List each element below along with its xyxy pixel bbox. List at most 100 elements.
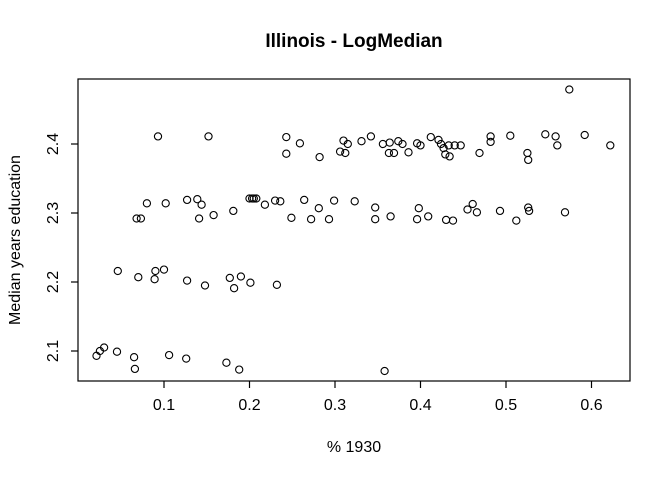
data-point bbox=[132, 214, 141, 223]
data-point bbox=[222, 358, 231, 367]
y-tick-label: 2.2 bbox=[45, 271, 62, 293]
plot-title: Illinois - LogMedian bbox=[265, 31, 442, 52]
data-point bbox=[151, 266, 160, 276]
data-point bbox=[434, 135, 443, 145]
data-point bbox=[229, 284, 239, 293]
data-point bbox=[512, 216, 521, 225]
data-point bbox=[182, 354, 191, 363]
data-point bbox=[272, 280, 282, 289]
data-point bbox=[371, 215, 380, 224]
data-point bbox=[441, 215, 451, 225]
data-point bbox=[194, 214, 204, 223]
data-point bbox=[161, 199, 170, 208]
data-point bbox=[306, 215, 316, 224]
data-point bbox=[371, 203, 380, 212]
data-point bbox=[136, 214, 146, 223]
data-point bbox=[252, 194, 261, 203]
y-tick-label: 2.3 bbox=[45, 202, 62, 224]
y-tick-label: 2.4 bbox=[45, 133, 62, 155]
data-point bbox=[486, 132, 495, 141]
data-point bbox=[260, 200, 270, 209]
x-tick-label: 0.2 bbox=[238, 397, 260, 414]
data-point bbox=[414, 204, 423, 213]
data-point bbox=[444, 141, 453, 150]
data-point bbox=[249, 194, 258, 203]
data-point bbox=[475, 148, 484, 158]
data-point bbox=[426, 132, 435, 142]
x-axis: 0.1 0.2 0.3 0.4 0.5 0.6 bbox=[153, 381, 603, 414]
data-point bbox=[424, 212, 433, 221]
data-point bbox=[282, 149, 291, 158]
data-point bbox=[439, 143, 448, 153]
data-point bbox=[541, 130, 550, 139]
data-point bbox=[193, 195, 202, 204]
y-axis: 2.1 2.2 2.3 2.4 bbox=[45, 133, 78, 362]
x-tick-label: 0.4 bbox=[409, 397, 431, 414]
data-point bbox=[385, 138, 394, 147]
data-point bbox=[324, 215, 334, 224]
data-point bbox=[246, 278, 255, 287]
data-point bbox=[580, 130, 589, 140]
data-point bbox=[182, 276, 192, 285]
data-point bbox=[398, 139, 407, 149]
data-point bbox=[394, 137, 403, 146]
data-point bbox=[295, 139, 305, 148]
data-point bbox=[343, 139, 352, 149]
data-point bbox=[404, 148, 413, 157]
data-point bbox=[113, 266, 122, 276]
data-point bbox=[441, 150, 450, 159]
data-point bbox=[341, 148, 350, 158]
data-point bbox=[524, 206, 534, 216]
data-point bbox=[412, 215, 422, 224]
data-point bbox=[112, 347, 122, 356]
data-point bbox=[386, 212, 395, 221]
y-tick-label: 2.1 bbox=[45, 340, 62, 362]
data-point bbox=[235, 365, 244, 374]
data-point bbox=[129, 353, 139, 362]
data-point bbox=[524, 203, 533, 212]
data-point bbox=[456, 141, 465, 150]
data-point bbox=[204, 132, 213, 141]
data-point bbox=[560, 208, 570, 217]
data-point bbox=[384, 148, 394, 158]
data-point bbox=[350, 197, 359, 206]
data-point bbox=[389, 148, 399, 158]
data-point bbox=[486, 137, 495, 147]
data-point bbox=[300, 195, 309, 205]
data-point bbox=[142, 199, 152, 208]
data-point bbox=[606, 141, 615, 150]
data-point bbox=[236, 272, 246, 281]
data-point bbox=[200, 281, 210, 290]
y-axis-label: Median years education bbox=[7, 155, 24, 325]
data-point bbox=[130, 364, 140, 374]
data-point bbox=[225, 273, 234, 283]
data-point bbox=[524, 155, 533, 165]
data-point bbox=[314, 204, 323, 213]
data-point bbox=[450, 141, 459, 150]
data-point bbox=[159, 265, 169, 274]
data-point bbox=[229, 206, 238, 216]
data-point bbox=[553, 141, 562, 150]
plot-box bbox=[77, 78, 631, 382]
data-point bbox=[380, 366, 389, 376]
data-point bbox=[366, 132, 376, 141]
data-point bbox=[357, 137, 366, 146]
data-point bbox=[551, 132, 560, 141]
data-points bbox=[92, 85, 615, 376]
data-point bbox=[315, 152, 324, 162]
data-point bbox=[378, 139, 388, 149]
data-point bbox=[329, 196, 339, 205]
data-point bbox=[287, 213, 296, 222]
data-point bbox=[472, 208, 482, 217]
data-point bbox=[495, 206, 505, 216]
data-point bbox=[565, 85, 574, 94]
data-point bbox=[99, 343, 109, 352]
x-tick-label: 0.3 bbox=[324, 397, 346, 414]
data-point bbox=[523, 148, 532, 158]
data-point bbox=[506, 131, 515, 140]
data-point bbox=[445, 152, 454, 161]
data-point bbox=[197, 200, 206, 209]
x-tick-label: 0.6 bbox=[580, 397, 602, 414]
